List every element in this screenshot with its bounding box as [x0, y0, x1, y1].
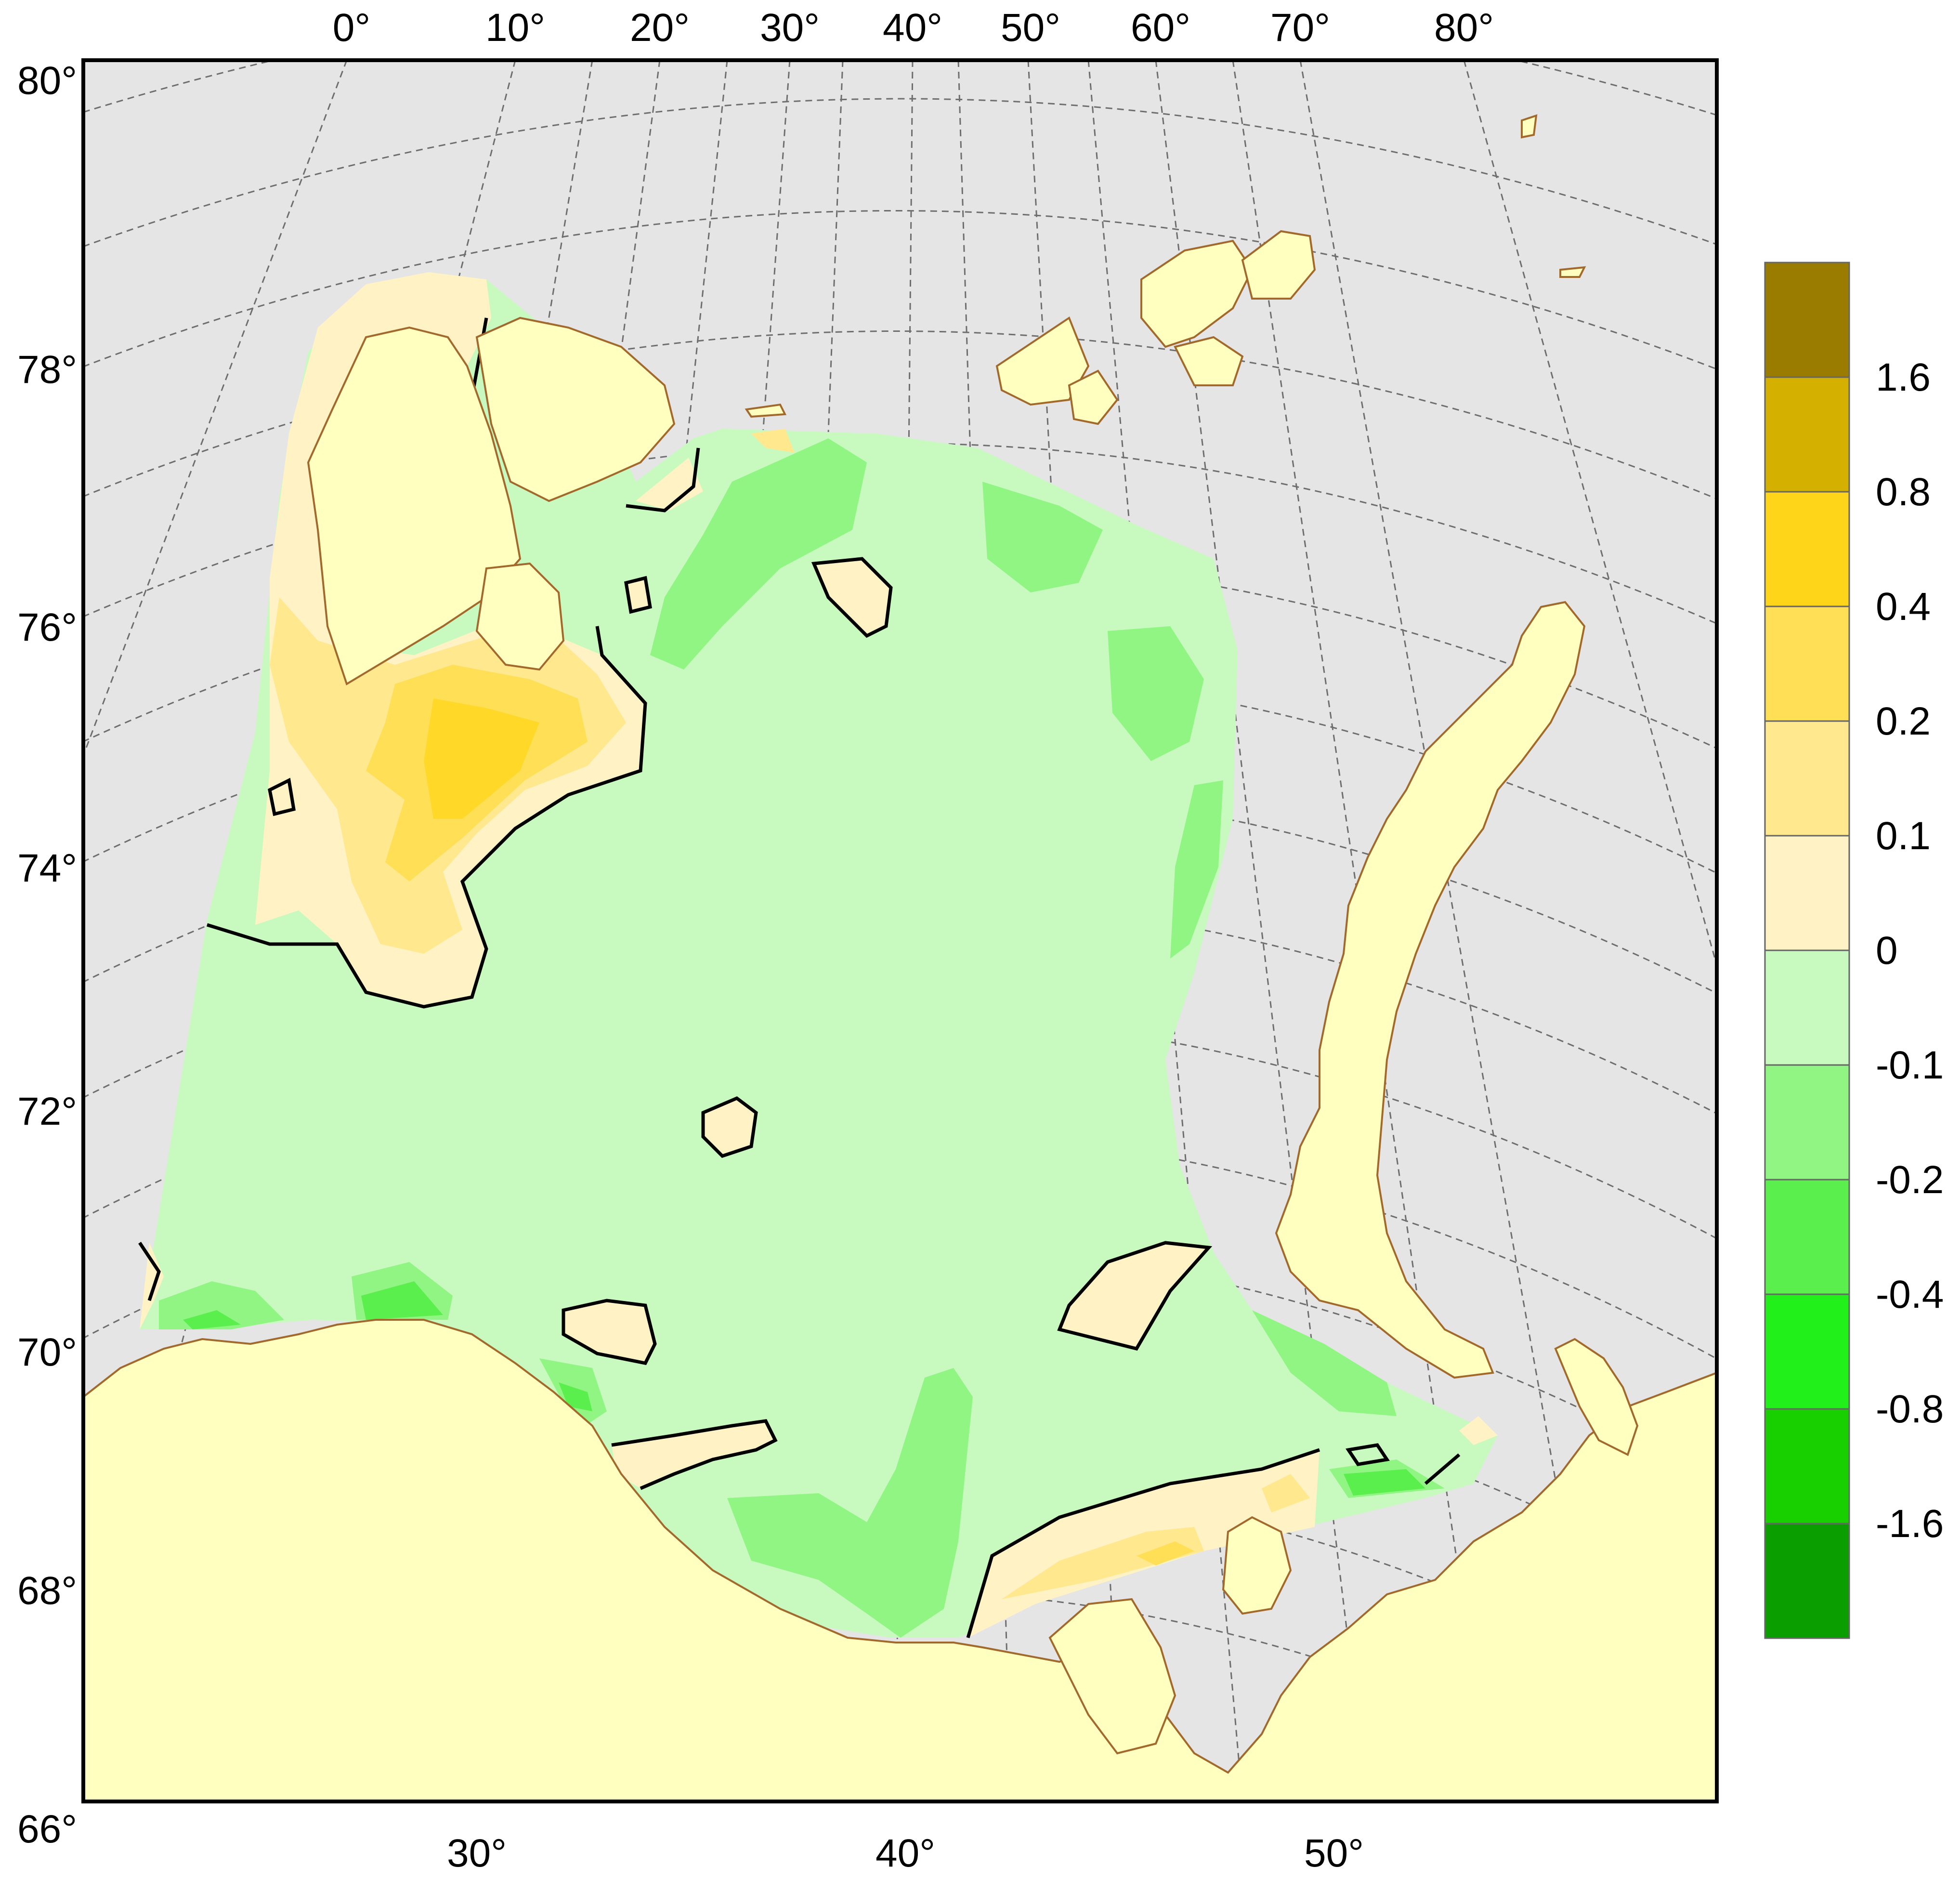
colorbar-swatch	[1764, 605, 1850, 722]
lon-label: 10°	[485, 6, 545, 50]
colorbar-label: 0.8	[1876, 470, 1931, 514]
lon-label: 80°	[1434, 6, 1494, 50]
anomaly-region-pale-yellow	[563, 1301, 655, 1363]
colorbar-label: -0.8	[1876, 1387, 1944, 1431]
colorbar-label: -0.4	[1876, 1273, 1944, 1316]
colorbar-label: -0.1	[1876, 1043, 1944, 1087]
anomaly-region-green	[1344, 1469, 1425, 1496]
land-franz-josef-2	[1140, 239, 1254, 348]
anomaly-region-pale-yellow	[814, 559, 891, 636]
colorbar-label: -1.6	[1876, 1502, 1944, 1546]
lon-label: 0°	[333, 6, 370, 50]
land-small-island	[1559, 266, 1586, 278]
lat-label: 76°	[17, 605, 77, 649]
anomaly-region-green	[183, 1310, 241, 1329]
land-svalbard-east	[475, 316, 676, 502]
anomaly-region-medium-green	[1108, 626, 1204, 761]
colorbar-swatch	[1764, 835, 1850, 951]
land-kanin-peninsula	[1048, 1598, 1176, 1755]
anomaly-region-pale-yellow	[612, 1421, 775, 1488]
colorbar-swatch	[1764, 491, 1850, 607]
land-franz-josef-3	[1241, 230, 1316, 300]
colorbar-label: -0.2	[1876, 1158, 1944, 1202]
land-franz-josef-5	[1068, 369, 1119, 425]
colorbar-label: 0.4	[1876, 585, 1931, 629]
colorbar-swatch	[1764, 949, 1850, 1066]
lat-label: 70°	[17, 1330, 77, 1374]
lon-label: 50°	[1001, 6, 1060, 50]
lon-label: 30°	[447, 1831, 507, 1875]
map-frame	[81, 58, 1719, 1803]
land-masses	[83, 114, 1717, 1801]
anomaly-region-medium-green	[982, 482, 1103, 592]
anomaly-region-pale-yellow	[751, 429, 795, 453]
colorbar-swatch	[1764, 376, 1850, 493]
colorbar-label: 0.2	[1876, 699, 1931, 743]
land-small-island	[1521, 114, 1538, 139]
anomaly-region-light-yellow	[1262, 1474, 1310, 1512]
land-vaygach	[1554, 1338, 1639, 1456]
lon-label: 40°	[883, 6, 942, 50]
anomaly-region-gold	[424, 698, 539, 819]
left-latitude-labels: 80° 78° 76° 74° 72° 70° 68° 66°	[17, 59, 77, 1851]
colorbar-swatch	[1764, 262, 1850, 378]
anomaly-region-pale-yellow	[140, 1243, 164, 1329]
anomaly-region-yellow	[1137, 1541, 1194, 1565]
anomaly-region-medium-green	[1170, 780, 1223, 959]
lat-label: 66°	[17, 1807, 77, 1851]
anomaly-region-pale-yellow	[626, 578, 650, 612]
land-kolguev-island	[1222, 1516, 1292, 1615]
anomaly-region-light-yellow	[1002, 1527, 1204, 1599]
land-edgeoya	[475, 562, 565, 671]
lon-label: 40°	[875, 1831, 935, 1875]
anomaly-region-medium-green	[1252, 1310, 1397, 1416]
lat-label: 80°	[17, 59, 77, 103]
anomaly-region-green	[361, 1281, 443, 1320]
anomaly-region-green	[559, 1382, 592, 1411]
colorbar-label: 0.1	[1876, 814, 1931, 858]
colorbar: 1.6 0.8 0.4 0.2 0.1 0 -0.1 -0.2 -0.4 -0.8 -1.6	[1764, 262, 1944, 1639]
colorbar-swatch	[1764, 1408, 1850, 1525]
lon-label: 30°	[760, 6, 820, 50]
land-mainland	[83, 1319, 1717, 1801]
lon-label: 60°	[1131, 6, 1190, 50]
lat-label: 78°	[17, 348, 77, 392]
colorbar-swatch	[1764, 720, 1850, 837]
lon-label: 70°	[1270, 6, 1330, 50]
bottom-longitude-labels: 30° 40° 50°	[447, 1831, 1364, 1875]
anomaly-region-pale-yellow	[1459, 1416, 1498, 1445]
anomaly-region-pale-yellow	[636, 458, 703, 511]
lat-label: 68°	[17, 1569, 77, 1613]
colorbar-swatch	[1764, 1293, 1850, 1410]
lat-label: 74°	[17, 846, 77, 890]
lat-label: 72°	[17, 1090, 77, 1133]
lon-label: 50°	[1304, 1831, 1364, 1875]
colorbar-swatch	[1764, 1179, 1850, 1295]
anomaly-region-medium-green	[159, 1281, 284, 1329]
top-longitude-labels: 0° 10° 20° 30° 40° 50° 60° 70° 80°	[333, 6, 1494, 50]
colorbar-label: 0	[1876, 929, 1898, 973]
anomaly-region-pale-yellow	[703, 1098, 756, 1156]
land-novaya-zemlya	[1275, 601, 1586, 1379]
colorbar-swatch	[1764, 1523, 1850, 1639]
land-small-island	[745, 403, 787, 418]
colorbar-swatch	[1764, 1064, 1850, 1181]
colorbar-label: 1.6	[1876, 355, 1931, 399]
anomaly-region-pale-yellow	[1059, 1243, 1209, 1349]
anomaly-region-medium-green	[650, 438, 867, 670]
anomaly-region-medium-green	[727, 1368, 973, 1638]
land-franz-josef-4	[1174, 336, 1244, 386]
lon-label: 20°	[630, 6, 690, 50]
